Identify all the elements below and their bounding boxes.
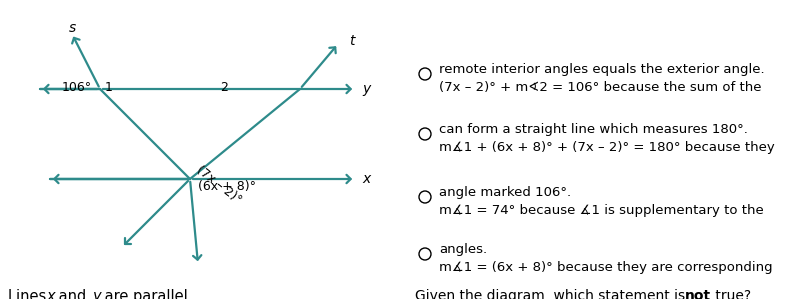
Text: Given the diagram, which statement is: Given the diagram, which statement is <box>415 289 690 299</box>
Text: x: x <box>46 289 54 299</box>
Text: m∡1 = 74° because ∡1 is supplementary to the: m∡1 = 74° because ∡1 is supplementary to… <box>439 204 764 217</box>
Text: are parallel.: are parallel. <box>100 289 193 299</box>
Text: x: x <box>362 172 370 186</box>
Text: (7x – 2)°: (7x – 2)° <box>194 163 244 206</box>
Text: angle marked 106°.: angle marked 106°. <box>439 186 571 199</box>
Text: m∡1 = (6x + 8)° because they are corresponding: m∡1 = (6x + 8)° because they are corresp… <box>439 261 773 274</box>
Text: (6x + 8)°: (6x + 8)° <box>198 180 256 193</box>
Text: true?: true? <box>711 289 751 299</box>
Text: 106°: 106° <box>62 81 92 94</box>
Text: not: not <box>685 289 711 299</box>
Text: 2: 2 <box>220 81 228 94</box>
Text: t: t <box>350 34 354 48</box>
Text: and: and <box>54 289 91 299</box>
Text: Lines: Lines <box>8 289 51 299</box>
Text: y: y <box>362 82 370 96</box>
Text: (7x – 2)° + m∢2 = 106° because the sum of the: (7x – 2)° + m∢2 = 106° because the sum o… <box>439 81 762 94</box>
Text: remote interior angles equals the exterior angle.: remote interior angles equals the exteri… <box>439 63 765 76</box>
Text: angles.: angles. <box>439 243 487 256</box>
Text: y: y <box>92 289 101 299</box>
Text: m∡1 + (6x + 8)° + (7x – 2)° = 180° because they: m∡1 + (6x + 8)° + (7x – 2)° = 180° becau… <box>439 141 774 154</box>
Text: can form a straight line which measures 180°.: can form a straight line which measures … <box>439 123 748 136</box>
Text: s: s <box>68 21 76 35</box>
Text: 1: 1 <box>105 81 113 94</box>
